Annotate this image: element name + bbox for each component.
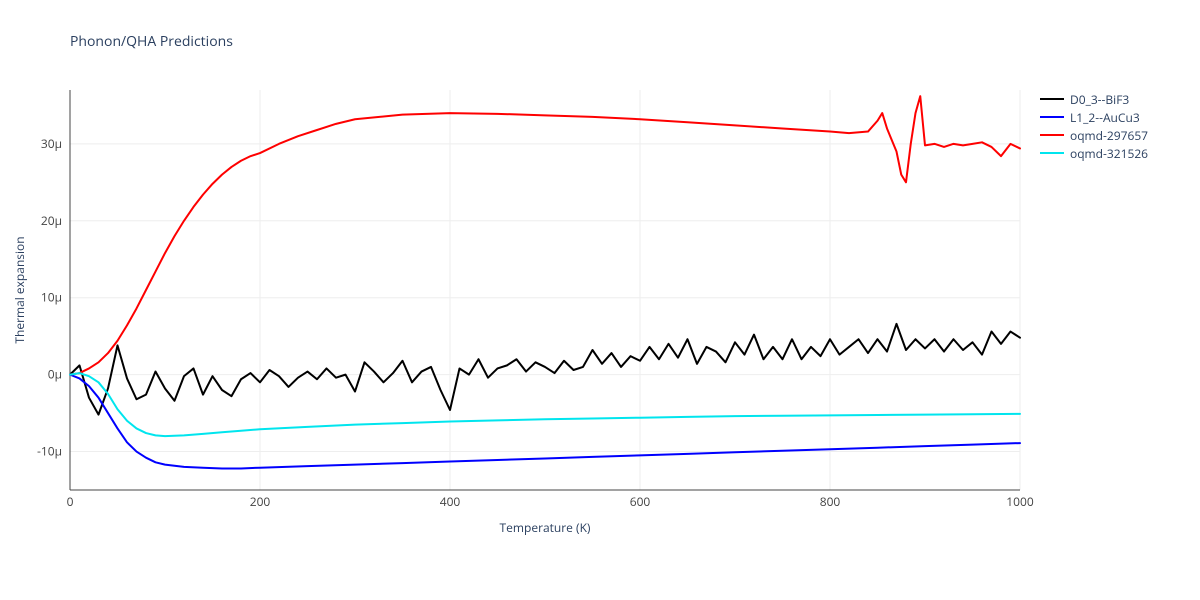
series-line [70, 96, 1020, 374]
legend: D0_3--BiF3L1_2--AuCu3oqmd-297657oqmd-321… [1040, 90, 1148, 162]
legend-label: oqmd-321526 [1070, 145, 1148, 162]
y-tick-label: 10μ [41, 289, 62, 306]
series-line [70, 375, 1020, 469]
x-tick-label: 200 [250, 493, 271, 510]
x-axis-title: Temperature (K) [500, 519, 591, 536]
x-tick-label: 400 [440, 493, 461, 510]
chart-title: Phonon/QHA Predictions [70, 32, 233, 51]
legend-swatch [1040, 116, 1064, 118]
x-tick-label: 800 [820, 493, 841, 510]
legend-swatch [1040, 134, 1064, 136]
x-tick-label: 1000 [1006, 493, 1034, 510]
y-tick-label: 0μ [48, 366, 62, 383]
series-line [70, 373, 1020, 436]
chart-svg: 0 200 400 600 800 1000 -10μ 0μ 10μ 20μ 30μ Temperat… [0, 0, 1200, 600]
y-axis-title: Thermal expansion [11, 236, 28, 343]
legend-item[interactable]: oqmd-321526 [1040, 144, 1148, 162]
y-tick-label: -10μ [37, 443, 62, 460]
legend-item[interactable]: L1_2--AuCu3 [1040, 108, 1148, 126]
x-tick-label: 600 [630, 493, 651, 510]
y-tick-label: 20μ [41, 212, 62, 229]
legend-swatch [1040, 98, 1064, 100]
legend-swatch [1040, 152, 1064, 154]
legend-label: D0_3--BiF3 [1070, 91, 1129, 108]
legend-item[interactable]: oqmd-297657 [1040, 126, 1148, 144]
y-tick-label: 30μ [41, 135, 62, 152]
series-line [70, 324, 1020, 415]
x-tick-label: 0 [67, 493, 74, 510]
legend-label: oqmd-297657 [1070, 127, 1148, 144]
legend-label: L1_2--AuCu3 [1070, 109, 1140, 126]
legend-item[interactable]: D0_3--BiF3 [1040, 90, 1148, 108]
